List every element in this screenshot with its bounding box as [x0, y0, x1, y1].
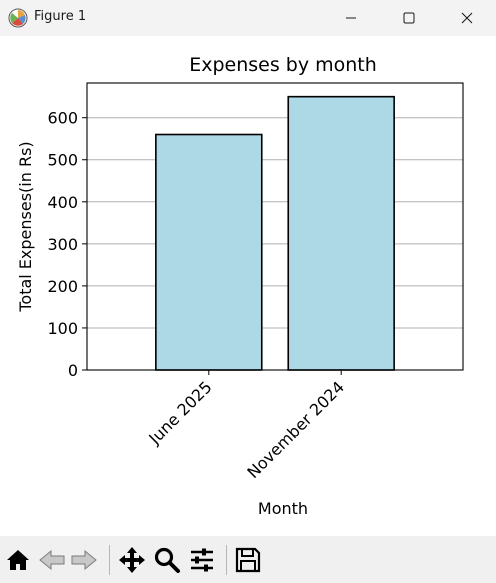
home-icon	[7, 550, 29, 570]
minimize-button[interactable]	[322, 0, 380, 36]
figure-canvas[interactable]: 0 100 200 300 400 500 600 June 2025 November 20…	[0, 36, 496, 536]
window-titlebar: Figure 1	[0, 0, 496, 36]
y-tick-label: 600	[47, 109, 78, 128]
y-tick-label: 400	[47, 193, 78, 212]
matplotlib-app-icon	[8, 8, 28, 28]
navigation-toolbar	[0, 536, 496, 583]
y-tick-label: 0	[68, 361, 78, 380]
y-tick-label: 200	[47, 277, 78, 296]
bar-chart: 0 100 200 300 400 500 600 June 2025 November 20…	[16, 54, 464, 518]
gridlines	[87, 117, 463, 371]
zoom-icon	[154, 547, 180, 573]
forward-button[interactable]	[70, 546, 98, 574]
maximize-icon	[403, 12, 415, 24]
y-tick-label: 100	[47, 319, 78, 338]
x-tick-label: June 2025	[144, 377, 215, 448]
x-axis-label: Month	[258, 499, 308, 518]
x-axis-ticks: June 2025 November 2024	[144, 370, 348, 482]
close-icon	[461, 12, 473, 24]
toolbar-separator	[109, 545, 110, 575]
configure-subplots-button[interactable]	[188, 546, 216, 574]
zoom-button[interactable]	[153, 546, 181, 574]
configure-subplots-icon	[191, 548, 213, 572]
save-icon	[235, 547, 261, 573]
home-button[interactable]	[4, 546, 32, 574]
bars	[155, 95, 395, 371]
bar-1	[287, 95, 395, 371]
axes-frame	[86, 82, 464, 371]
back-icon	[39, 549, 65, 571]
save-button[interactable]	[234, 546, 262, 574]
pan-icon	[119, 547, 145, 573]
y-axis-ticks: 0 100 200 300 400 500 600	[47, 109, 87, 380]
forward-icon	[71, 549, 97, 571]
chart-title: Expenses by month	[189, 54, 377, 76]
toolbar-separator	[226, 545, 227, 575]
bar-0	[155, 133, 263, 371]
maximize-button[interactable]	[380, 0, 438, 36]
y-tick-label: 500	[47, 151, 78, 170]
close-button[interactable]	[438, 0, 496, 36]
pan-button[interactable]	[118, 546, 146, 574]
back-button[interactable]	[38, 546, 66, 574]
window-title: Figure 1	[34, 9, 87, 24]
minimize-icon	[346, 17, 356, 19]
y-tick-label: 300	[47, 235, 78, 254]
x-tick-label: November 2024	[243, 377, 348, 482]
y-axis-label: Total Expenses(in Rs)	[16, 141, 35, 312]
